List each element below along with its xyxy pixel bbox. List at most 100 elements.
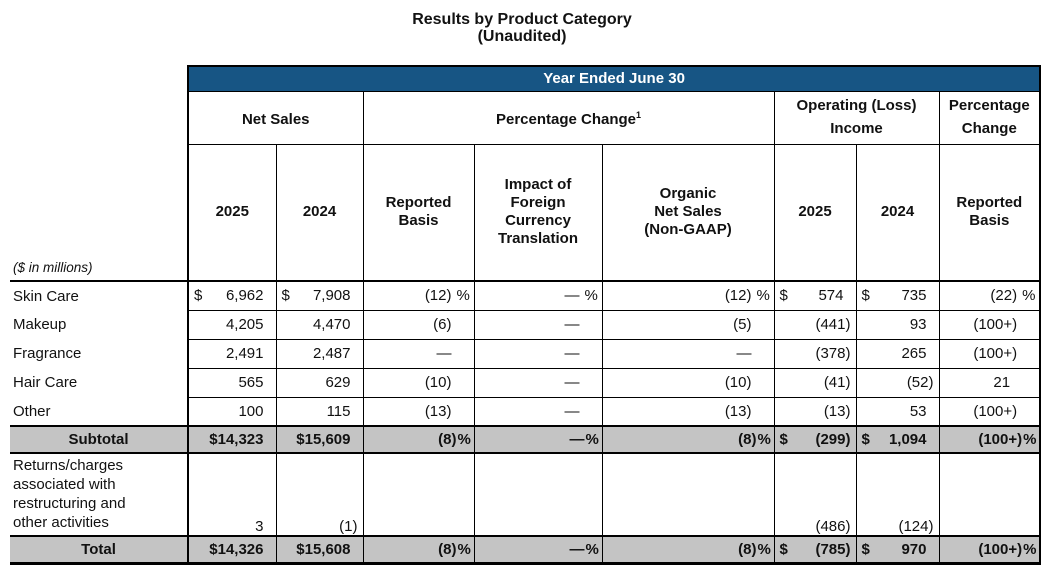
- table-row: Makeup 4,205 4,470 (6) — (5) (441) 93 (100+): [10, 309, 1042, 340]
- page-subtitle: (Unaudited): [477, 28, 567, 45]
- percent-sign: %: [757, 431, 771, 448]
- cell-value: (8): [438, 540, 457, 558]
- cell-r2-c2: —: [362, 338, 475, 369]
- table-row: Hair Care 565 629 (10) — (10) (41) (52) 21: [10, 367, 1042, 398]
- cell-r5-c3: —%: [473, 425, 603, 454]
- cell-value: 2,487: [312, 345, 351, 362]
- cell-value: 574: [818, 287, 844, 305]
- cell-r0-c7: (22)%: [938, 280, 1042, 311]
- cell-r2-c4: —: [601, 338, 775, 369]
- spacer-cell: [10, 66, 188, 91]
- cell-r0-c1: $7,908: [275, 280, 364, 311]
- cell-value: (124): [898, 518, 934, 535]
- cell-value: 115: [326, 402, 351, 420]
- table-row: Subtotal $14,323 $15,609 (8)% —% (8)% $ (299) $1…: [10, 425, 1042, 454]
- table-row: Other 100 115 (13) — (13) (13) 53 (100+): [10, 396, 1042, 427]
- cell-r3-c4: (10): [601, 367, 775, 398]
- cell-r5-c6: $1,094: [855, 425, 940, 454]
- cell-r6-c2: [362, 452, 475, 537]
- cell-value: (100+): [978, 431, 1023, 448]
- units-note: ($ in millions): [10, 144, 188, 282]
- cell-value: 629: [325, 374, 351, 391]
- cell-r3-c1: 629: [275, 367, 364, 398]
- cell-value: (13): [724, 402, 752, 420]
- percent-sign: %: [584, 287, 598, 305]
- cell-r6-c0: 3: [187, 452, 277, 537]
- subheader-op-income-2024: 2024: [855, 143, 940, 282]
- cell-r4-c1: 115: [275, 396, 364, 427]
- cell-value: 4,205: [225, 316, 264, 333]
- currency-symbol: $: [861, 431, 870, 448]
- subheader-net-sales-2025: 2025: [187, 143, 277, 282]
- subheader-organic-net-sales: Organic Net Sales (Non-GAAP): [601, 143, 775, 282]
- group-label: Operating (Loss) Income: [796, 97, 917, 137]
- cell-r2-c0: 2,491: [187, 338, 277, 369]
- cell-r0-c2: (12)%: [362, 280, 475, 311]
- cell-value: 970: [901, 540, 927, 558]
- cell-r1-c2: (6): [362, 309, 475, 340]
- cell-r5-c5: $ (299): [773, 425, 857, 454]
- footnote-marker: 1: [636, 110, 642, 120]
- cell-value: $15,608: [296, 540, 351, 558]
- cell-r7-c2: (8)%: [362, 535, 475, 565]
- cell-r2-c5: (378): [773, 338, 857, 369]
- percent-sign: %: [457, 540, 471, 558]
- cell-r5-c2: (8)%: [362, 425, 475, 454]
- row-label: Hair Care: [13, 374, 78, 391]
- currency-symbol: $: [861, 540, 870, 558]
- row-label: Skin Care: [10, 280, 188, 310]
- percent-sign: %: [456, 287, 470, 305]
- percent-sign: %: [756, 287, 770, 305]
- group-label: Percentage Change: [495, 111, 637, 128]
- cell-value: (8): [738, 431, 757, 448]
- cell-value: 53: [909, 402, 927, 420]
- cell-r6-c3: [473, 452, 603, 537]
- cell-r5-c1: $15,609: [275, 425, 364, 454]
- cell-value: 100: [238, 402, 264, 420]
- cell-r3-c3: —: [473, 367, 603, 398]
- cell-r2-c7: (100+): [938, 338, 1042, 369]
- cell-r5-c4: (8)%: [601, 425, 775, 454]
- spacer-cell: [10, 91, 188, 144]
- cell-r5-c7: (100+)%: [938, 425, 1042, 454]
- cell-value: (100+): [973, 345, 1018, 362]
- cell-value: (299): [815, 431, 851, 448]
- table-row: Fragrance 2,491 2,487 — — — (378) 265 (100+): [10, 338, 1042, 369]
- subheader-op-income-2025: 2025: [773, 143, 857, 282]
- cell-r2-c6: 265: [855, 338, 940, 369]
- cell-value: (41): [823, 374, 851, 391]
- cell-value: —: [564, 374, 580, 391]
- cell-value: 4,470: [312, 316, 351, 333]
- cell-value: 735: [901, 287, 927, 305]
- results-by-product-category-table: Year Ended June 30 Net Sales Percentage …: [10, 65, 1042, 565]
- cell-value: 7,908: [312, 287, 351, 305]
- percent-sign: %: [585, 540, 599, 558]
- cell-r6-c5: (486): [773, 452, 857, 537]
- cell-r7-c3: —%: [473, 535, 603, 565]
- cell-value: —: [569, 431, 585, 448]
- cell-value: (8): [438, 431, 457, 448]
- cell-r0-c6: $735: [855, 280, 940, 311]
- subheader-reported-basis: Reported Basis: [362, 143, 475, 282]
- cell-r0-c5: $574: [773, 280, 857, 311]
- percent-sign: %: [1022, 287, 1036, 305]
- cell-r3-c6: (52): [855, 367, 940, 398]
- group-percentage-change: Percentage Change1: [362, 90, 775, 145]
- cell-r2-c3: —: [473, 338, 603, 369]
- cell-r0-c3: —%: [473, 280, 603, 311]
- cell-value: 1,094: [888, 431, 927, 448]
- cell-value: $15,609: [296, 431, 351, 448]
- cell-r7-c7: (100+)%: [938, 535, 1042, 565]
- percent-sign: %: [1023, 540, 1037, 558]
- group-percentage-change-reported: Percentage Change: [938, 90, 1042, 145]
- cell-value: —: [564, 316, 580, 333]
- cell-r4-c6: 53: [855, 396, 940, 427]
- cell-r4-c4: (13): [601, 396, 775, 427]
- cell-r3-c2: (10): [362, 367, 475, 398]
- cell-value: 93: [909, 316, 927, 333]
- row-label: Makeup: [13, 316, 67, 333]
- percent-sign: %: [757, 540, 771, 558]
- cell-value: (100+): [973, 402, 1018, 420]
- group-label: Percentage Change: [948, 97, 1030, 137]
- cell-value: (1): [339, 518, 358, 535]
